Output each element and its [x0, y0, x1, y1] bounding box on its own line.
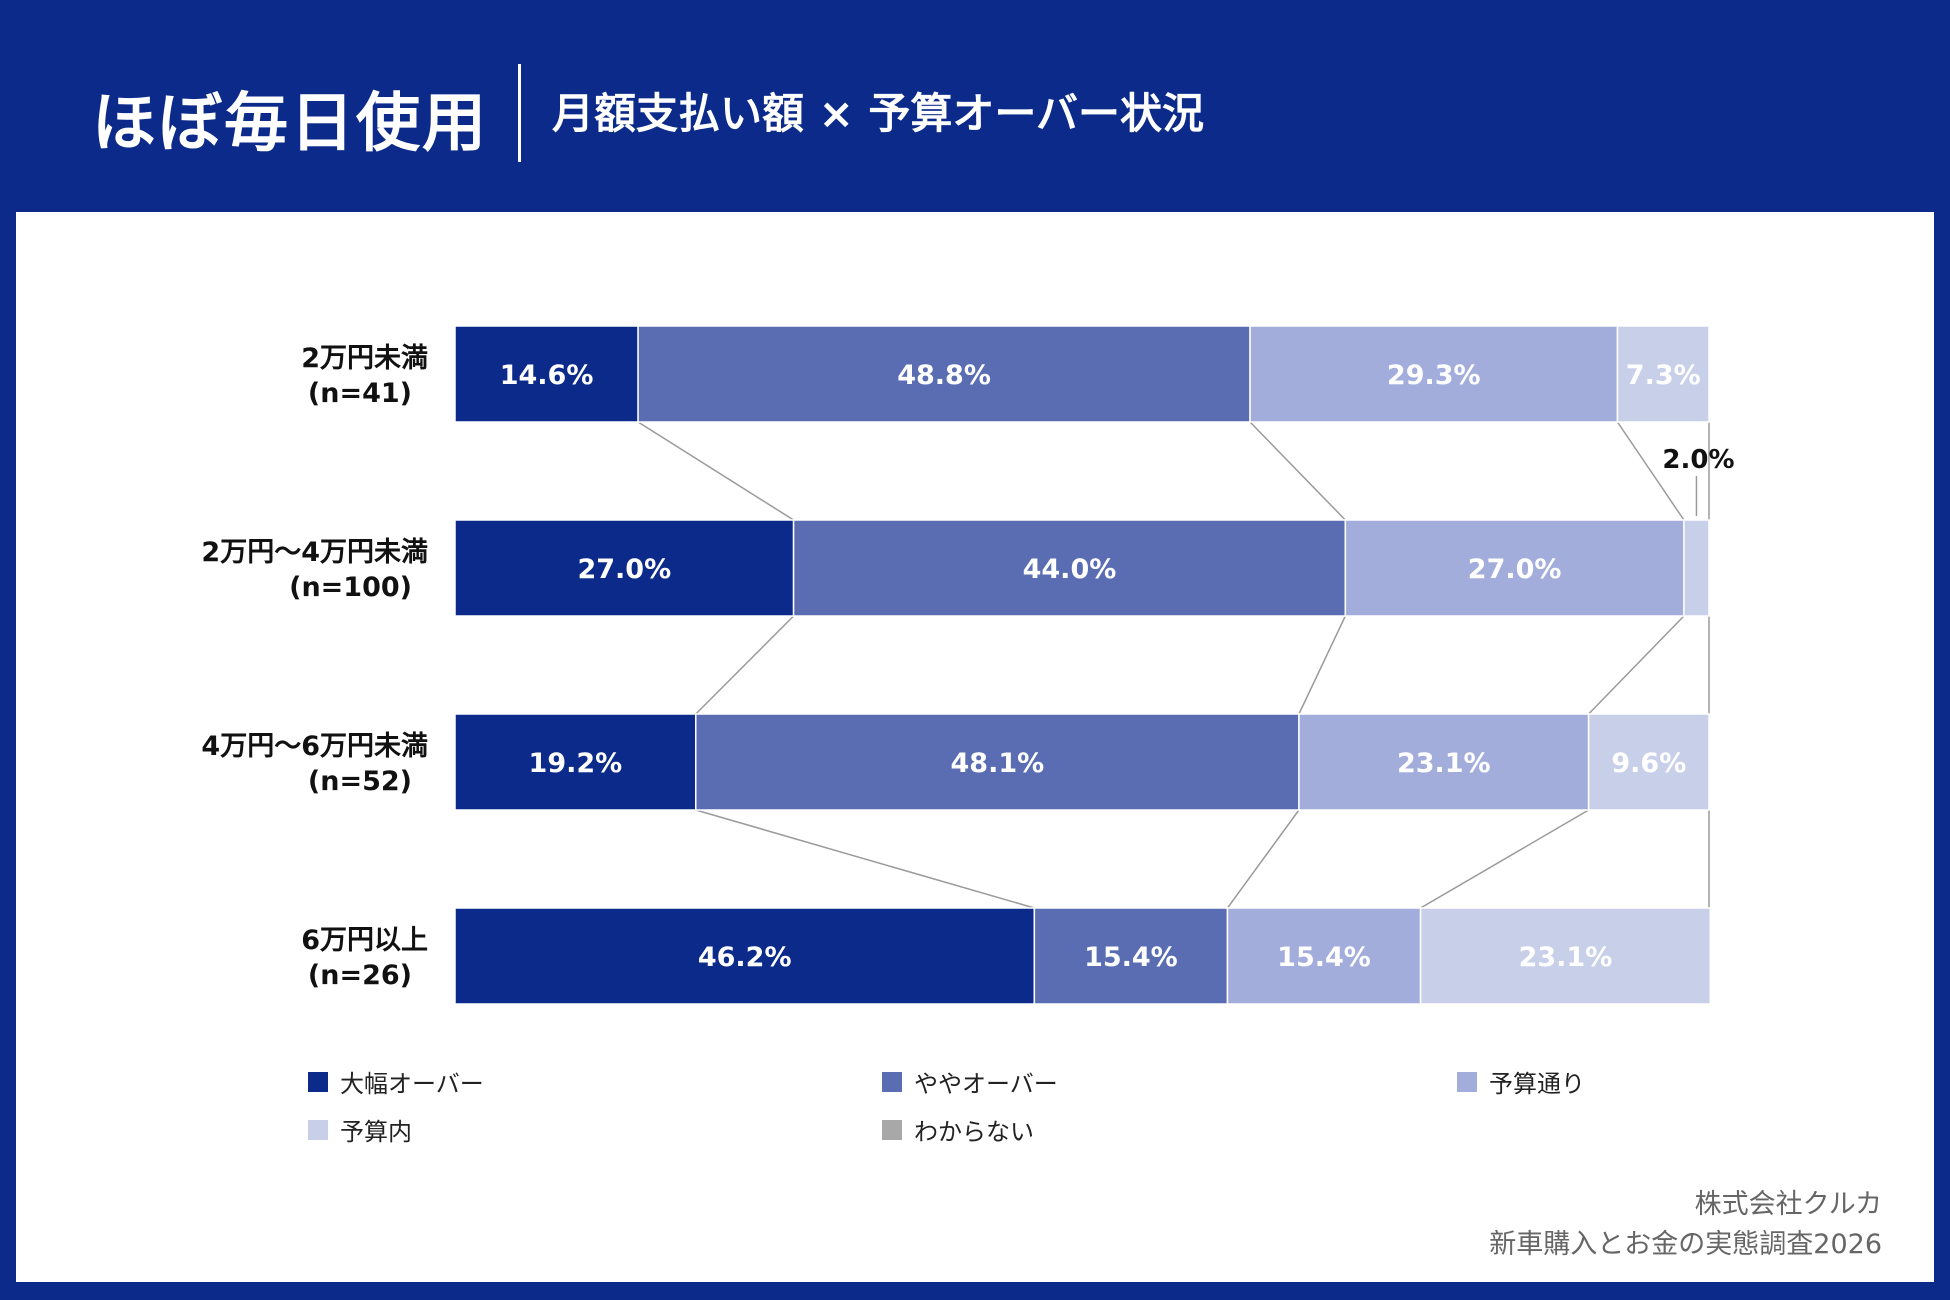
bar-segment — [1587, 713, 1710, 811]
category-n-label: (n=52) — [308, 766, 412, 797]
category-label: 2万円未満 — [301, 343, 428, 374]
category-n-label: (n=100) — [289, 572, 412, 603]
connector-line — [1226, 809, 1300, 909]
data-label: 23.1% — [1397, 748, 1491, 779]
data-label: 15.4% — [1084, 942, 1178, 973]
connector-line — [1249, 421, 1346, 521]
connector-line — [695, 809, 1035, 909]
connector-line — [637, 421, 794, 521]
connector-line — [1420, 809, 1589, 909]
bar-segment — [1419, 907, 1712, 1005]
legend-item-unknown: わからない — [882, 1112, 1034, 1147]
data-label: 19.2% — [529, 748, 623, 779]
legend-swatch-major-over — [308, 1071, 328, 1092]
credit-survey: 新車購入とお金の実態調査2026 — [1489, 1229, 1882, 1260]
legend-swatch-on-budget — [1457, 1071, 1477, 1092]
legend-label-major-over: 大幅オーバー — [340, 1070, 484, 1098]
data-label: 29.3% — [1387, 360, 1481, 391]
legend-label-unknown: わからない — [914, 1118, 1034, 1146]
bar-segment — [1249, 325, 1619, 423]
bar-segment — [1298, 713, 1590, 811]
data-label: 23.1% — [1519, 942, 1613, 973]
bar-segment — [1226, 907, 1422, 1005]
legend-item-on-budget: 予算通り — [1457, 1064, 1585, 1099]
credit-company: 株式会社クルカ — [1694, 1189, 1882, 1220]
legend-item-within-budget: 予算内 — [308, 1112, 412, 1147]
data-label: 7.3% — [1626, 360, 1701, 391]
bar-segment — [1616, 325, 1710, 423]
bar-segment — [1683, 519, 1710, 617]
bar-segment — [1033, 907, 1229, 1005]
bar-segment — [792, 519, 1347, 617]
data-label: 9.6% — [1611, 748, 1686, 779]
legend-swatch-slight-over — [882, 1071, 902, 1092]
legend-label-slight-over: ややオーバー — [914, 1070, 1058, 1098]
data-label: 46.2% — [698, 942, 792, 973]
title-divider — [518, 64, 521, 162]
legend-swatch-within-budget — [308, 1119, 328, 1140]
data-label: 48.1% — [951, 748, 1045, 779]
category-label: 4万円〜6万円未満 — [201, 731, 428, 762]
data-label: 44.0% — [1023, 554, 1117, 585]
bar-segment — [454, 519, 795, 617]
chart-panel: 14.6% 48.8% 29.3% 7.3% 2万円未満 (n=41) 27.0% 44.0%… — [16, 212, 1934, 1282]
legend-item-slight-over: ややオーバー — [882, 1064, 1058, 1099]
bar-segment — [1344, 519, 1685, 617]
connector-line — [1616, 421, 1685, 521]
category-n-label: (n=26) — [308, 960, 412, 991]
connector-line — [1588, 615, 1685, 715]
category-n-label: (n=41) — [308, 378, 412, 409]
data-label: 27.0% — [1468, 554, 1562, 585]
data-label: 14.6% — [500, 360, 594, 391]
page-title: ほぼ毎日使用 — [92, 87, 488, 161]
bar-segment — [454, 713, 697, 811]
category-label: 6万円以上 — [301, 925, 428, 956]
legend-swatch-unknown — [882, 1119, 902, 1140]
connector-line — [695, 615, 795, 715]
legend-label-on-budget: 予算通り — [1489, 1070, 1585, 1098]
connector-line — [1298, 615, 1347, 715]
bar-segment — [695, 713, 1300, 811]
bar-segment — [454, 325, 639, 423]
data-label: 48.8% — [897, 360, 991, 391]
legend-item-major-over: 大幅オーバー — [308, 1064, 484, 1099]
header: ほぼ毎日使用 月額支払い額 × 予算オーバー状況 — [0, 0, 1950, 212]
bar-segment — [454, 907, 1036, 1005]
category-label: 2万円〜4万円未満 — [201, 537, 428, 568]
page-subtitle: 月額支払い額 × 予算オーバー状況 — [552, 89, 1205, 138]
data-label: 15.4% — [1277, 942, 1371, 973]
callout-label: 2.0% — [1662, 445, 1734, 475]
stacked-bar-chart: 14.6% 48.8% 29.3% 7.3% 2万円未満 (n=41) 27.0% 44.0%… — [201, 325, 1735, 1005]
data-label: 27.0% — [577, 554, 671, 585]
legend-label-within-budget: 予算内 — [340, 1118, 412, 1146]
